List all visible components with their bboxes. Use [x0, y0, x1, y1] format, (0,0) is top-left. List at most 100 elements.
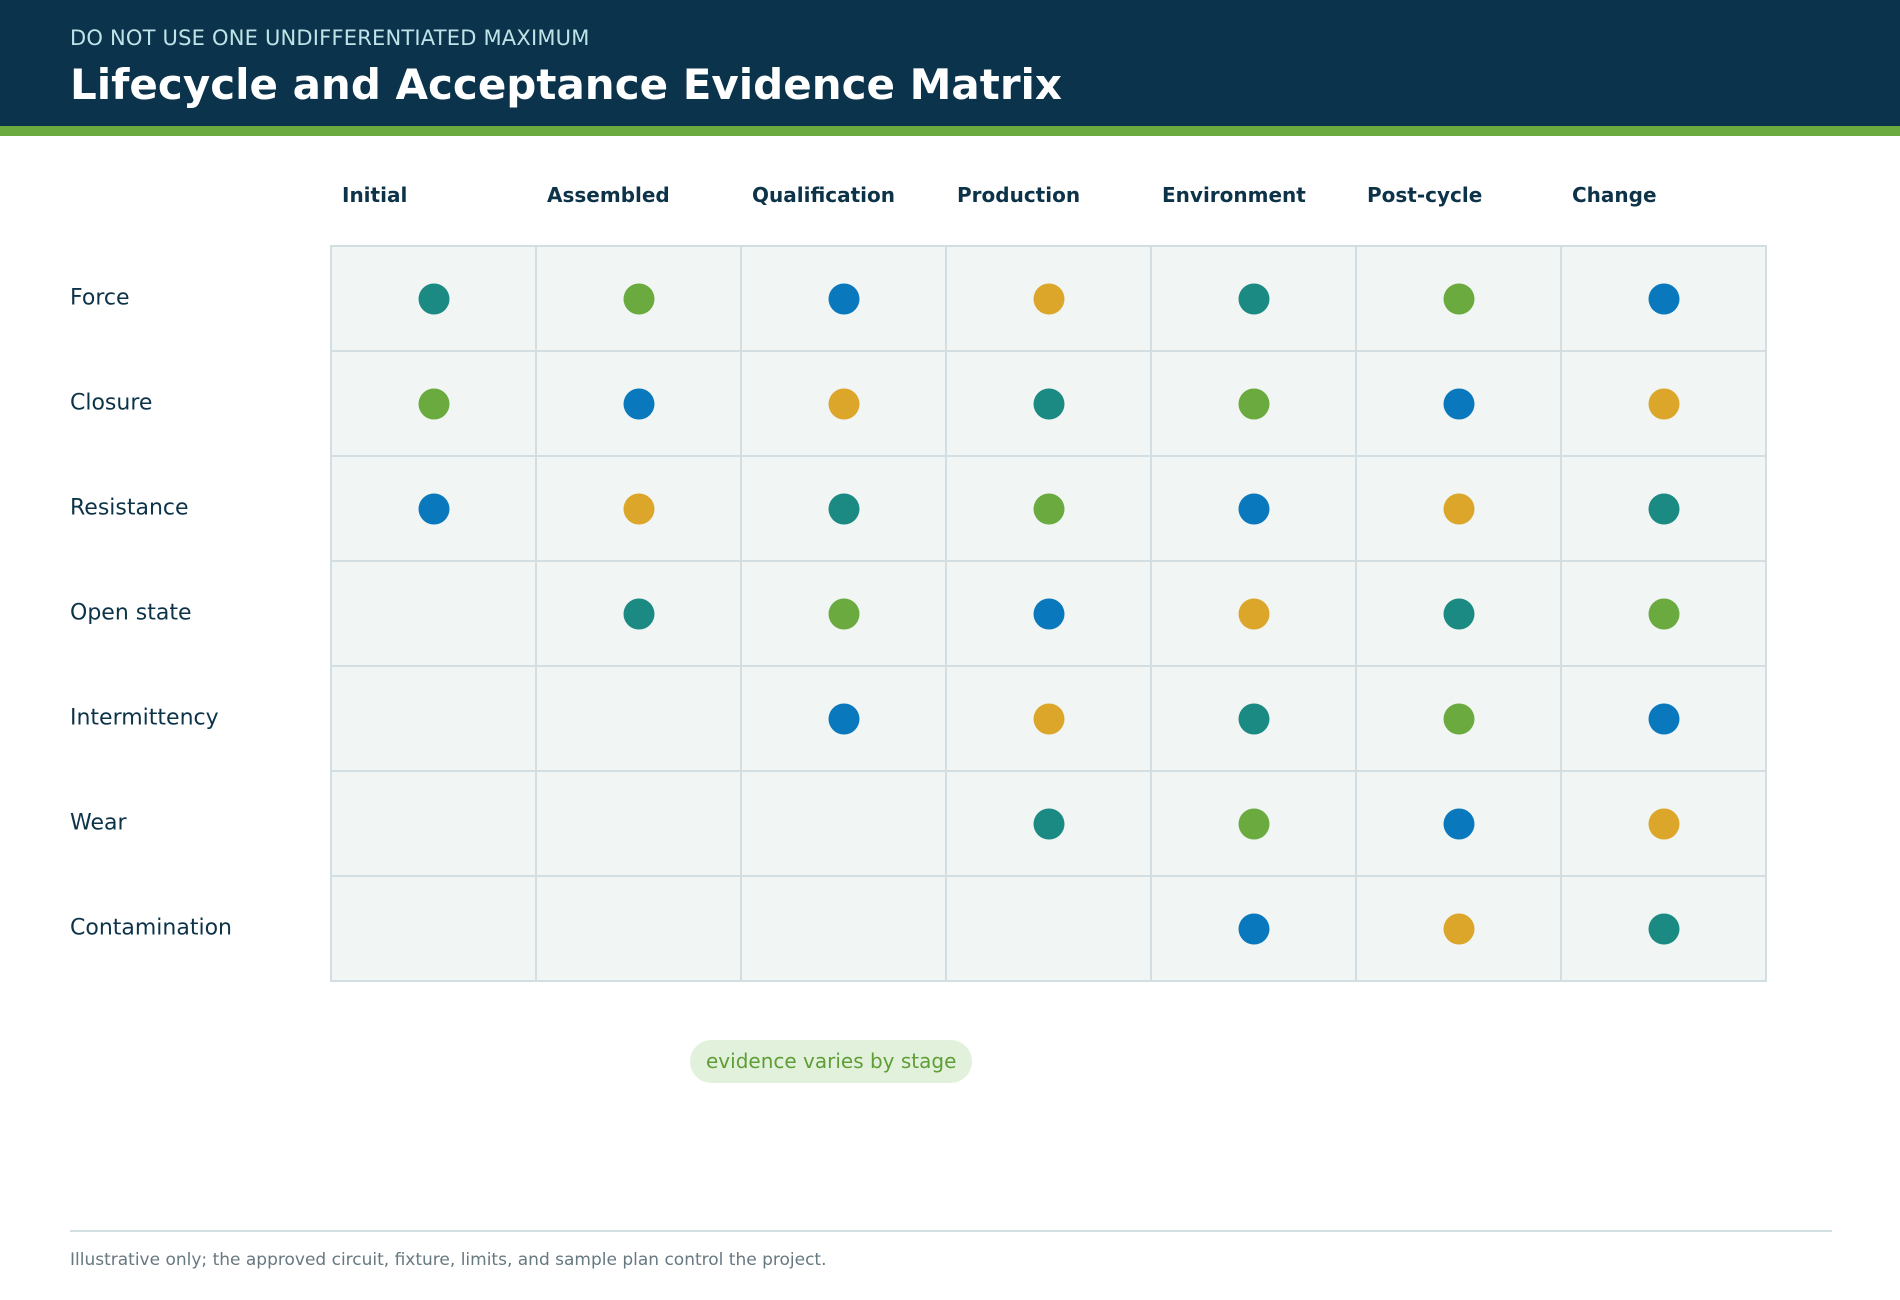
matrix-cell: [945, 350, 1152, 457]
evidence-dot-gold: [1443, 493, 1474, 524]
matrix-cell: [945, 560, 1152, 667]
evidence-dot-teal: [1648, 913, 1679, 944]
evidence-dot-gold: [828, 388, 859, 419]
evidence-dot-blue: [828, 283, 859, 314]
matrix-cell: [1150, 350, 1357, 457]
matrix-cell: [945, 875, 1152, 982]
column-header: Assembled: [547, 183, 670, 207]
matrix-cell: [740, 560, 947, 667]
evidence-dot-teal: [1648, 493, 1679, 524]
evidence-dot-gold: [1648, 388, 1679, 419]
evidence-dot-gold: [1238, 598, 1269, 629]
evidence-dot-blue: [1443, 808, 1474, 839]
column-header: Production: [957, 183, 1081, 207]
matrix-cell: [535, 665, 742, 772]
row-label: Closure: [70, 390, 153, 415]
row-label: Force: [70, 285, 130, 310]
matrix-cell: [1150, 245, 1357, 352]
matrix-cell: [1560, 560, 1767, 667]
evidence-dot-green: [1443, 283, 1474, 314]
footer-divider: [70, 1230, 1832, 1232]
row-label: Intermittency: [70, 705, 219, 730]
evidence-dot-gold: [1033, 703, 1064, 734]
matrix-cell: [1150, 875, 1357, 982]
evidence-dot-green: [1648, 598, 1679, 629]
matrix-cell: [945, 665, 1152, 772]
matrix-cell: [330, 665, 537, 772]
evidence-dot-teal: [418, 283, 449, 314]
matrix-cell: [1560, 350, 1767, 457]
column-header: Initial: [342, 183, 408, 207]
evidence-dot-gold: [1033, 283, 1064, 314]
page-title: Lifecycle and Acceptance Evidence Matrix: [70, 60, 1063, 109]
matrix-cell: [1355, 770, 1562, 877]
column-header: Post-cycle: [1367, 183, 1483, 207]
matrix-cell: [1355, 455, 1562, 562]
evidence-dot-teal: [623, 598, 654, 629]
matrix-cell: [1560, 245, 1767, 352]
matrix-cell: [330, 455, 537, 562]
matrix-cell: [1355, 875, 1562, 982]
matrix-cell: [535, 350, 742, 457]
matrix-cell: [740, 455, 947, 562]
evidence-dot-blue: [1648, 283, 1679, 314]
matrix-cell: [330, 770, 537, 877]
matrix-cell: [535, 560, 742, 667]
matrix-cell: [1560, 875, 1767, 982]
evidence-dot-blue: [1238, 493, 1269, 524]
matrix-cell: [740, 875, 947, 982]
matrix-cell: [535, 770, 742, 877]
evidence-dot-green: [1238, 388, 1269, 419]
matrix-cell: [330, 560, 537, 667]
evidence-dot-blue: [1238, 913, 1269, 944]
matrix-cell: [945, 770, 1152, 877]
eyebrow-text: DO NOT USE ONE UNDIFFERENTIATED MAXIMUM: [70, 26, 590, 50]
matrix-cell: [740, 770, 947, 877]
matrix-cell: [1355, 665, 1562, 772]
matrix-cell: [330, 245, 537, 352]
evidence-dot-blue: [828, 703, 859, 734]
matrix-cell: [740, 665, 947, 772]
matrix-cell: [945, 455, 1152, 562]
footer-note: Illustrative only; the approved circuit,…: [70, 1250, 827, 1270]
evidence-dot-blue: [1648, 703, 1679, 734]
evidence-dot-teal: [1033, 808, 1064, 839]
evidence-dot-green: [828, 598, 859, 629]
column-header: Qualification: [752, 183, 896, 207]
evidence-dot-blue: [418, 493, 449, 524]
evidence-dot-green: [1443, 703, 1474, 734]
evidence-dot-green: [418, 388, 449, 419]
evidence-dot-blue: [1033, 598, 1064, 629]
column-header: Change: [1572, 183, 1657, 207]
evidence-dot-gold: [1648, 808, 1679, 839]
row-label: Open state: [70, 600, 192, 625]
matrix-cell: [1560, 455, 1767, 562]
matrix-cell: [740, 245, 947, 352]
row-label: Contamination: [70, 915, 232, 940]
evidence-dot-teal: [1443, 598, 1474, 629]
evidence-dot-green: [1033, 493, 1064, 524]
matrix-cell: [535, 875, 742, 982]
matrix-cell: [1355, 350, 1562, 457]
matrix-cell: [740, 350, 947, 457]
header-accent-rule: [0, 126, 1900, 136]
matrix-cell: [1150, 455, 1357, 562]
matrix-cell: [1150, 770, 1357, 877]
stage-variance-pill: evidence varies by stage: [690, 1040, 973, 1083]
evidence-dot-teal: [1033, 388, 1064, 419]
evidence-dot-blue: [623, 388, 654, 419]
evidence-dot-gold: [623, 493, 654, 524]
matrix-cell: [330, 350, 537, 457]
evidence-dot-gold: [1443, 913, 1474, 944]
matrix-cell: [1355, 245, 1562, 352]
header-banner: [0, 0, 1900, 126]
matrix-cell: [535, 245, 742, 352]
evidence-dot-blue: [1443, 388, 1474, 419]
evidence-dot-teal: [1238, 283, 1269, 314]
matrix-cell: [1150, 665, 1357, 772]
row-label: Wear: [70, 810, 127, 835]
column-header: Environment: [1162, 183, 1306, 207]
evidence-dot-green: [1238, 808, 1269, 839]
matrix-cell: [1560, 665, 1767, 772]
matrix-cell: [1150, 560, 1357, 667]
